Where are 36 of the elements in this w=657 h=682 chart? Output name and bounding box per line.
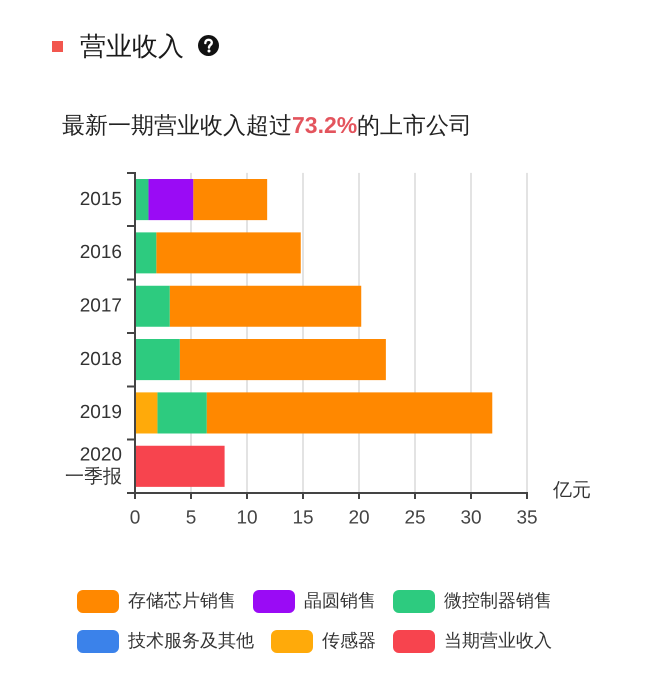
y-tick-label: 2020 一季报 <box>65 444 122 488</box>
x-tick-label: 35 <box>516 508 538 529</box>
legend-label: 晶圆销售 <box>304 590 376 610</box>
x-tick-label: 10 <box>236 508 258 529</box>
x-tick-label: 25 <box>404 508 426 529</box>
bar <box>136 286 170 327</box>
bar <box>206 392 492 434</box>
bar <box>157 392 207 434</box>
chart-subtitle: 最新一期营业收入超过73.2%的上市公司 <box>62 112 472 138</box>
x-tick-label: 30 <box>460 508 482 529</box>
bar <box>136 232 156 274</box>
x-tick-label: 20 <box>348 508 370 529</box>
bar <box>156 232 301 274</box>
y-tick-label: 2015 <box>80 188 122 210</box>
y-tick-label: 2016 <box>80 242 122 264</box>
bar <box>136 392 158 434</box>
y-tick-label: 2017 <box>80 295 122 316</box>
bar <box>170 286 362 327</box>
x-tick-label: 15 <box>292 508 314 529</box>
x-tick-label: 0 <box>130 508 140 529</box>
legend-label: 微控制器销售 <box>444 590 552 610</box>
legend-label: 技术服务及其他 <box>127 630 254 650</box>
legend-label: 传感器 <box>322 630 376 650</box>
bar <box>193 178 268 220</box>
x-tick-label: 5 <box>186 508 196 529</box>
x-axis-title: 亿元 <box>552 480 591 502</box>
bar <box>136 178 148 220</box>
bar <box>148 178 194 220</box>
legend-label: 当期营业收入 <box>444 630 552 650</box>
bar <box>136 339 180 380</box>
chart-title: 营业收入 <box>80 31 184 61</box>
bar <box>136 446 225 487</box>
bar <box>180 339 386 380</box>
y-tick-label: 2018 <box>80 348 122 370</box>
legend-label: 存储芯片销售 <box>128 590 236 610</box>
y-tick-label: 2019 <box>80 402 122 424</box>
